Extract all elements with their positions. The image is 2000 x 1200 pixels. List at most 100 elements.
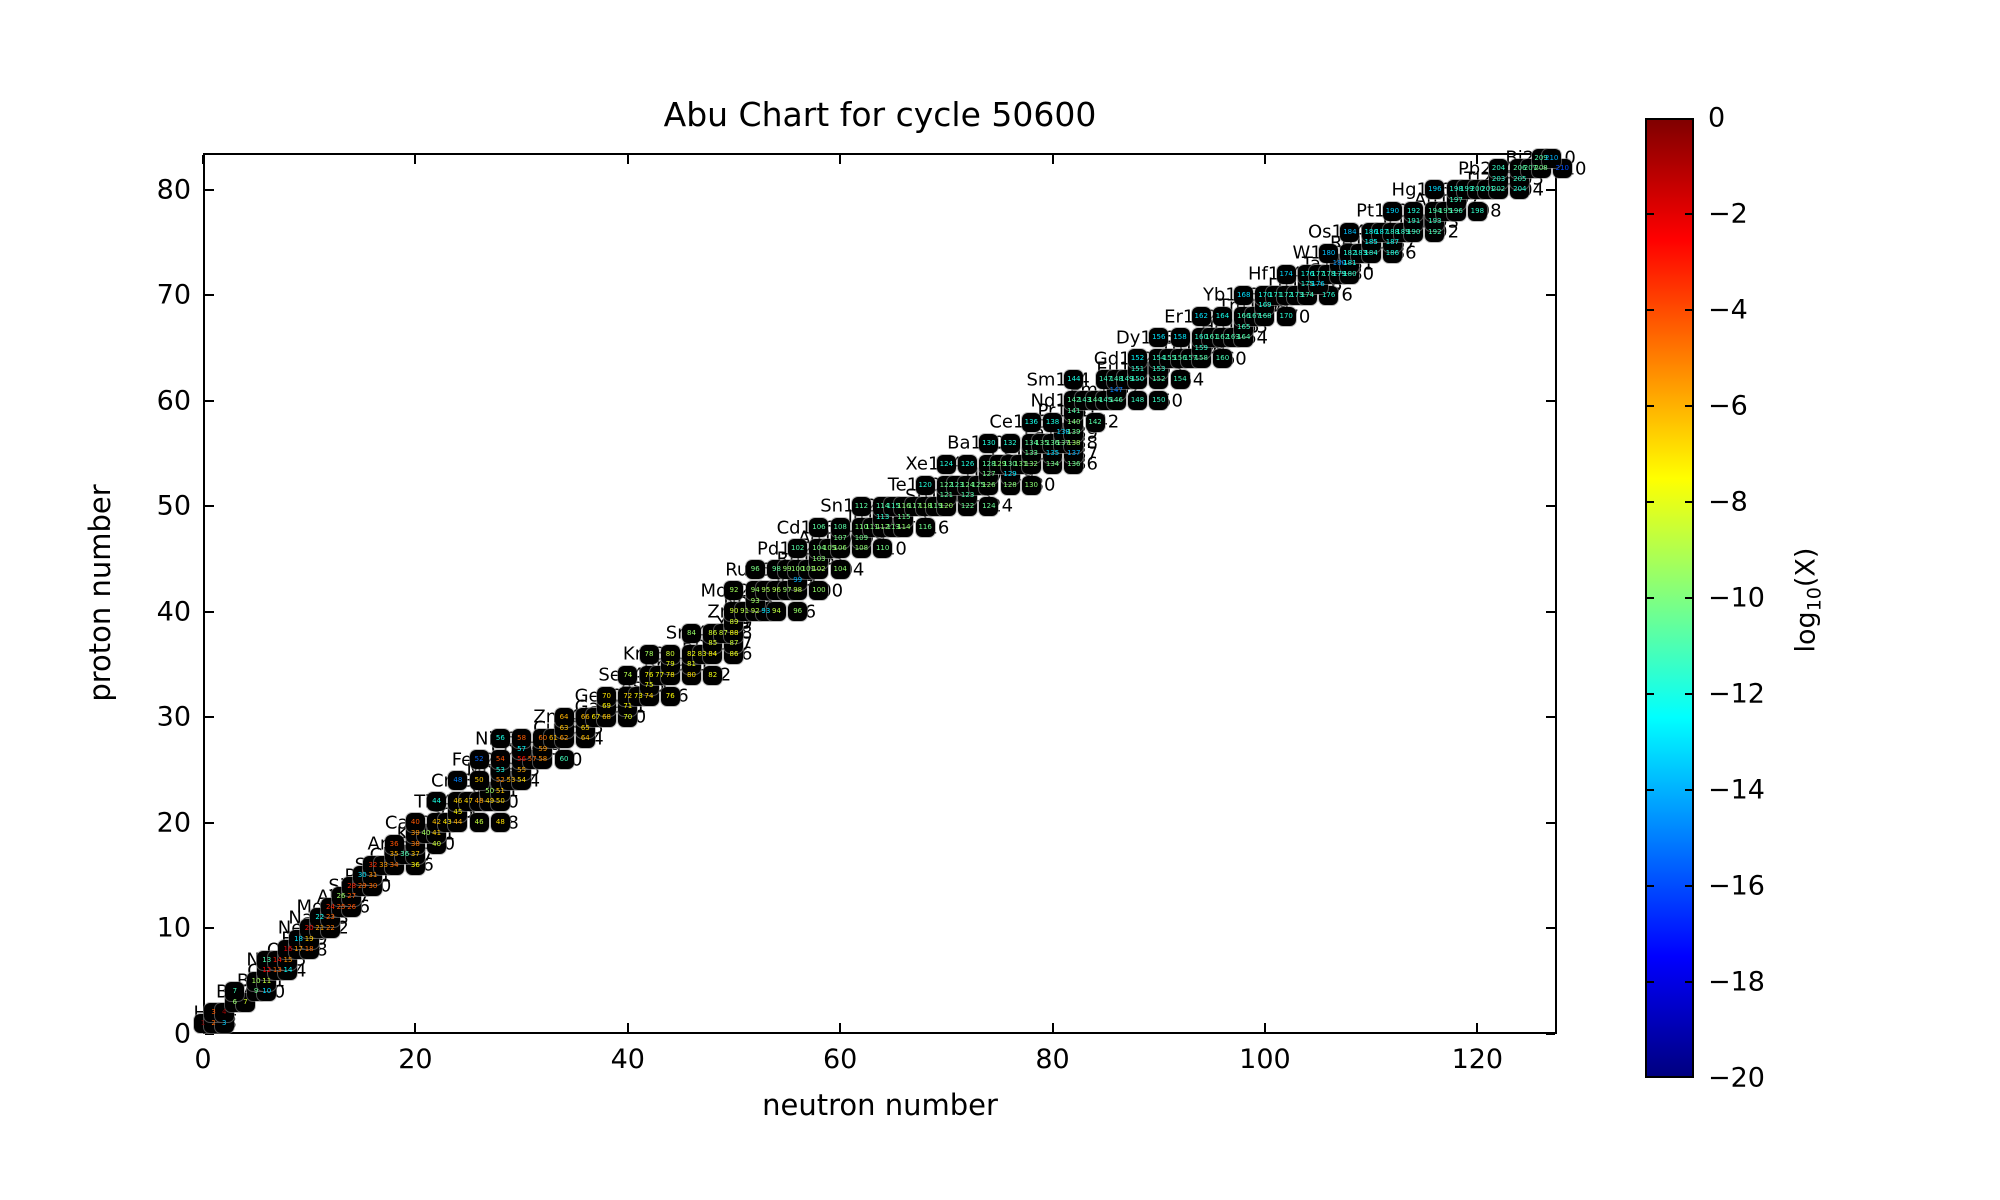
isotope-mass-label: 51 [495,786,505,795]
isotope-mass-label: 115 [886,501,900,510]
isotope-mass-label: 105 [822,544,837,553]
isotope-mass-label: 164 [1215,312,1230,321]
isotope-mass-label: 68 [602,712,611,721]
isotope-mass-label: 184 [1364,248,1378,257]
nuclide-cell [660,644,680,664]
isotope-mass-label: 30 [368,881,378,890]
isotope-mass-label: 95 [761,586,771,595]
isotope-mass-label: 168 [1258,312,1272,321]
nuclide-cell [830,518,850,538]
colorbar-tick-label: −14 [1708,774,1765,806]
isotope-mass-label: 194 [1428,206,1442,215]
nuclide-cell [512,729,532,749]
colorbar-tick-label: −18 [1708,966,1765,998]
nuclide-cell [809,581,829,601]
y-tick-label: 40 [156,596,191,628]
x-tick-mark-top [839,155,842,164]
isotope-mass-label: 30 [357,871,367,880]
nuclide-cell [1021,412,1041,432]
nuclide-cell [936,454,956,474]
isotope-mass-label: 112 [854,501,869,510]
isotope-mass-label: 46 [474,818,484,827]
isotope-mass-label: 132 [1003,438,1017,447]
nuclide-cell [703,665,723,685]
isotope-mass-label: 142 [1067,396,1081,405]
isotope-mass-label: 170 [1279,312,1293,321]
isotope-mass-label: 166 [1237,312,1251,321]
isotope-mass-label: 191 [1406,217,1421,226]
isotope-mass-label: 186 [1364,227,1378,236]
isotope-mass-label: 28 [347,881,357,890]
isotope-mass-label: 187 [1375,227,1389,236]
isotope-mass-label: 98 [793,586,803,595]
isotope-mass-label: 116 [918,523,932,532]
colorbar-tick-label: −2 [1708,198,1748,230]
nuclide-cell [597,686,617,706]
nuclide-cell [809,518,829,538]
nuclide-cell [766,602,786,622]
nuclide-cell [1340,222,1360,242]
nuclide-cell [1021,475,1041,495]
nuclide-cell [1404,201,1424,221]
isotope-mass-label: 72 [623,691,633,700]
isotope-mass-label: 74 [623,670,633,679]
y-tick-label: 0 [173,1018,191,1050]
isotope-mass-label: 22 [325,923,335,932]
nuclide-cell [469,813,489,833]
isotope-mass-label: 150 [1130,375,1145,384]
isotope-mass-label: 96 [771,586,781,595]
nuclide-cell [1212,349,1232,369]
isotope-mass-label: 180 [1332,259,1346,268]
y-tick-mark-right [1546,610,1555,613]
nuclide-cell [1234,285,1254,305]
x-tick-label: 20 [398,1044,433,1075]
isotope-mass-label: 96 [793,607,803,616]
isotope-mass-label: 43 [442,818,452,827]
x-tick-mark-top [202,155,204,164]
isotope-mass-label: 9 [253,987,259,996]
isotope-mass-label: 124 [939,459,954,468]
isotope-mass-label: 141 [1067,406,1081,415]
isotope-mass-label: 133 [1024,449,1039,458]
nuclide-cell [979,433,999,453]
isotope-mass-label: 101 [801,565,815,574]
isotope-mass-label: 80 [687,670,696,679]
isotope-mass-label: 180 [1321,248,1336,257]
colorbar-tick-mark-right [1685,501,1692,503]
isotope-mass-label: 108 [854,544,869,553]
isotope-mass-label: 29 [357,881,367,890]
isotope-mass-label: 162 [1194,312,1208,321]
x-tick-mark-top [1051,155,1054,164]
isotope-mass-label: 18 [294,934,304,943]
isotope-mass-label: 146 [1109,396,1123,405]
nuclide-cell [682,623,701,643]
isotope-mass-label: 80 [665,649,675,658]
isotope-mass-label: 82 [708,670,718,679]
isotope-mass-label: 136 [1045,438,1060,447]
colorbar-tick-mark-left [1647,981,1654,983]
isotope-mass-label: 104 [812,544,826,553]
isotope-mass-label: 177 [1311,269,1325,278]
isotope-mass-label: 40 [432,839,442,848]
isotope-mass-label: 36 [389,839,399,848]
isotope-mass-label: 55 [517,765,527,774]
isotope-mass-label: 84 [687,628,696,637]
isotope-mass-label: 164 [1237,333,1251,342]
isotope-mass-label: 208 [1534,164,1548,173]
x-tick-mark-bottom [414,1023,417,1032]
nuclide-cell [1149,328,1169,348]
isotope-mass-label: 102 [791,544,805,553]
isotope-mass-label: 186 [1385,248,1400,257]
x-tick-mark-bottom [1051,1023,1054,1032]
isotope-mass-label: 1 [200,1018,206,1027]
isotope-mass-label: 99 [793,575,803,584]
isotope-mass-label: 3 [211,1008,216,1017]
isotope-mass-label: 27 [347,892,357,901]
x-tick-label: 80 [1035,1044,1070,1075]
isotope-mass-label: 59 [538,744,548,753]
isotope-mass-label: 148 [1130,396,1145,405]
nuclide-cell [788,539,808,559]
isotope-mass-label: 70 [602,691,611,700]
nuclide-cell [427,792,447,812]
